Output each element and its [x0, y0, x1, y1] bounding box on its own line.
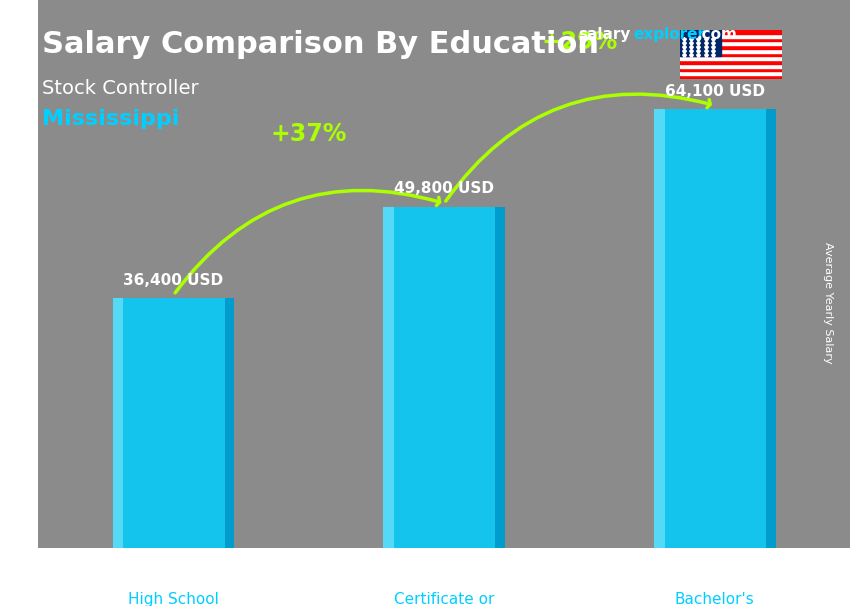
Bar — [113, 299, 123, 548]
Bar — [224, 299, 235, 548]
Bar — [680, 30, 782, 34]
Bar — [654, 109, 665, 548]
Text: Salary Comparison By Education: Salary Comparison By Education — [42, 30, 599, 59]
Bar — [680, 38, 782, 41]
Bar — [680, 75, 782, 79]
Bar — [383, 207, 505, 548]
Bar — [496, 207, 505, 548]
Text: explorer: explorer — [633, 27, 706, 42]
Text: Mississippi: Mississippi — [42, 109, 180, 129]
Bar — [680, 56, 782, 60]
Bar — [766, 109, 775, 548]
Text: +37%: +37% — [270, 122, 347, 146]
Text: Stock Controller: Stock Controller — [42, 79, 199, 98]
Bar — [383, 207, 394, 548]
Text: 36,400 USD: 36,400 USD — [123, 273, 224, 288]
Bar — [680, 64, 782, 68]
Text: 49,800 USD: 49,800 USD — [394, 181, 494, 196]
Bar — [113, 299, 235, 548]
Text: salary: salary — [578, 27, 631, 42]
Text: 64,100 USD: 64,100 USD — [665, 84, 765, 99]
Bar — [680, 34, 782, 38]
Bar — [654, 109, 775, 548]
Text: High School: High School — [128, 592, 219, 606]
Text: +29%: +29% — [541, 30, 618, 55]
Bar — [680, 49, 782, 53]
Bar — [680, 53, 782, 56]
Bar — [680, 45, 782, 49]
Bar — [680, 68, 782, 72]
Bar — [680, 60, 782, 64]
Text: Certificate or
Diploma: Certificate or Diploma — [394, 592, 495, 606]
Bar — [680, 72, 782, 75]
Text: .com: .com — [697, 27, 738, 42]
Text: Bachelor's
Degree: Bachelor's Degree — [675, 592, 755, 606]
Bar — [680, 41, 782, 45]
Bar — [680, 30, 721, 56]
Text: Average Yearly Salary: Average Yearly Salary — [823, 242, 833, 364]
